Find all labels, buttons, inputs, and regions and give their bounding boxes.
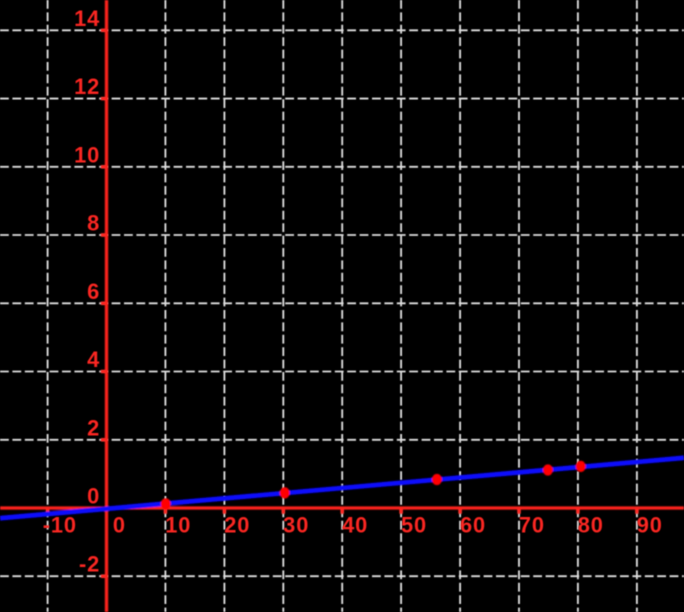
svg-text:70: 70 [519, 513, 545, 538]
svg-text:0: 0 [113, 513, 126, 538]
svg-text:50: 50 [401, 513, 427, 538]
svg-text:-2: -2 [79, 552, 100, 577]
svg-text:4: 4 [87, 347, 100, 372]
svg-text:10: 10 [74, 142, 100, 167]
svg-text:8: 8 [87, 211, 100, 236]
svg-text:40: 40 [342, 513, 368, 538]
svg-text:80: 80 [578, 513, 604, 538]
svg-text:14: 14 [74, 6, 100, 31]
svg-text:10: 10 [165, 513, 191, 538]
svg-text:2: 2 [87, 415, 100, 440]
svg-text:60: 60 [460, 513, 486, 538]
svg-text:6: 6 [87, 279, 100, 304]
svg-text:90: 90 [637, 513, 663, 538]
svg-text:20: 20 [224, 513, 250, 538]
svg-text:-10: -10 [43, 513, 77, 538]
svg-text:12: 12 [74, 74, 100, 99]
svg-text:0: 0 [87, 484, 100, 509]
svg-text:30: 30 [283, 513, 309, 538]
